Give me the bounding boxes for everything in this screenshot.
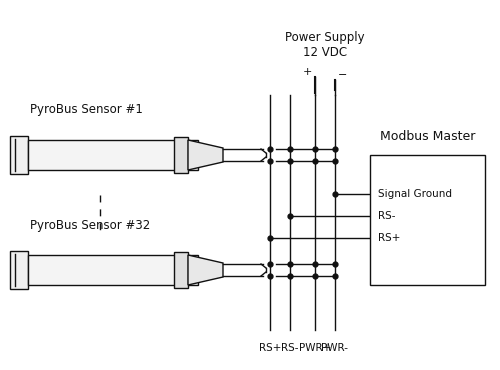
Text: PyroBus Sensor #1: PyroBus Sensor #1 [30,104,143,117]
Text: +: + [302,67,312,77]
Bar [28,255,198,285]
Bar [174,252,188,288]
Text: PWR-: PWR- [322,343,348,353]
Text: RS+: RS+ [259,343,281,353]
Bar [174,137,188,173]
Text: −: − [338,70,347,80]
Text: Signal Ground: Signal Ground [378,189,452,199]
Text: RS+: RS+ [378,233,400,243]
Text: RS-: RS- [378,211,396,221]
Polygon shape [188,255,223,285]
Text: Power Supply: Power Supply [285,31,365,44]
Text: 12 VDC: 12 VDC [303,46,347,58]
Bar [28,140,198,170]
Bar [10,251,28,289]
Polygon shape [188,140,223,170]
Bar [370,155,485,285]
Text: PWR+: PWR+ [299,343,331,353]
Bar [10,136,28,174]
Text: PyroBus Sensor #32: PyroBus Sensor #32 [30,219,150,232]
Text: RS-: RS- [281,343,299,353]
Text: Modbus Master: Modbus Master [380,131,475,144]
